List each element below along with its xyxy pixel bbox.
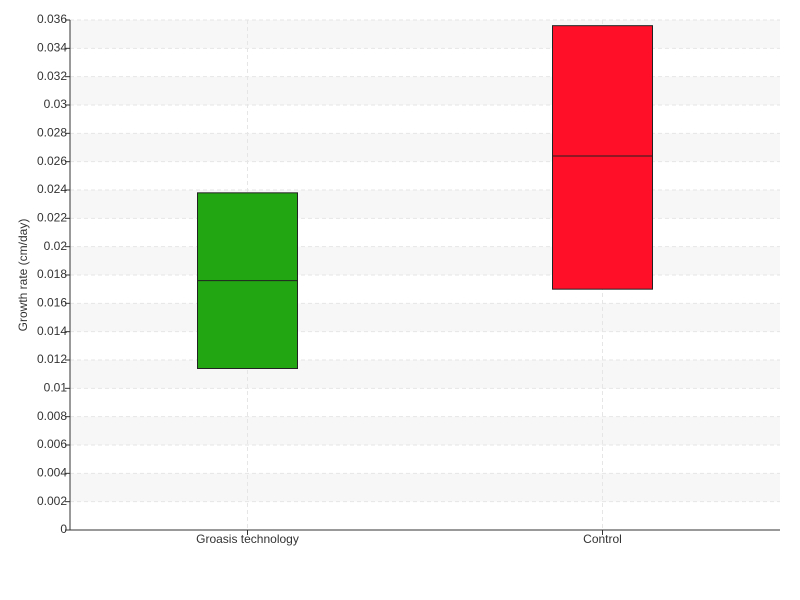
y-tick-label: 0.012 [37, 352, 67, 366]
grid-band [70, 246, 780, 275]
grid-band [70, 76, 780, 105]
y-tick-label: 0 [60, 522, 67, 536]
y-tick-label: 0.004 [37, 466, 67, 480]
y-tick-label: 0.024 [37, 182, 67, 196]
grid-band [70, 303, 780, 332]
y-tick-label: 0.02 [44, 239, 68, 253]
x-tick-label: Groasis technology [196, 532, 299, 546]
grid-band [70, 473, 780, 502]
y-tick-label: 0.002 [37, 494, 67, 508]
y-axis-label: Growth rate (cm/day) [16, 219, 30, 332]
y-tick-label: 0.026 [37, 154, 67, 168]
y-tick-label: 0.03 [44, 97, 68, 111]
y-tick-label: 0.014 [37, 324, 67, 338]
grid-band [70, 416, 780, 445]
y-tick-label: 0.008 [37, 409, 67, 423]
y-tick-label: 0.034 [37, 41, 67, 55]
y-tick-label: 0.022 [37, 211, 67, 225]
grid-band [70, 20, 780, 49]
y-tick-label: 0.006 [37, 437, 67, 451]
y-tick-label: 0.028 [37, 126, 67, 140]
grid-band [70, 190, 780, 219]
grid-band [70, 360, 780, 389]
x-tick-label: Control [583, 532, 622, 546]
y-tick-label: 0.032 [37, 69, 67, 83]
y-tick-label: 0.036 [37, 12, 67, 26]
y-tick-label: 0.016 [37, 296, 67, 310]
y-tick-label: 0.018 [37, 267, 67, 281]
y-tick-label: 0.01 [44, 381, 68, 395]
box [552, 25, 653, 290]
grid-band [70, 133, 780, 162]
